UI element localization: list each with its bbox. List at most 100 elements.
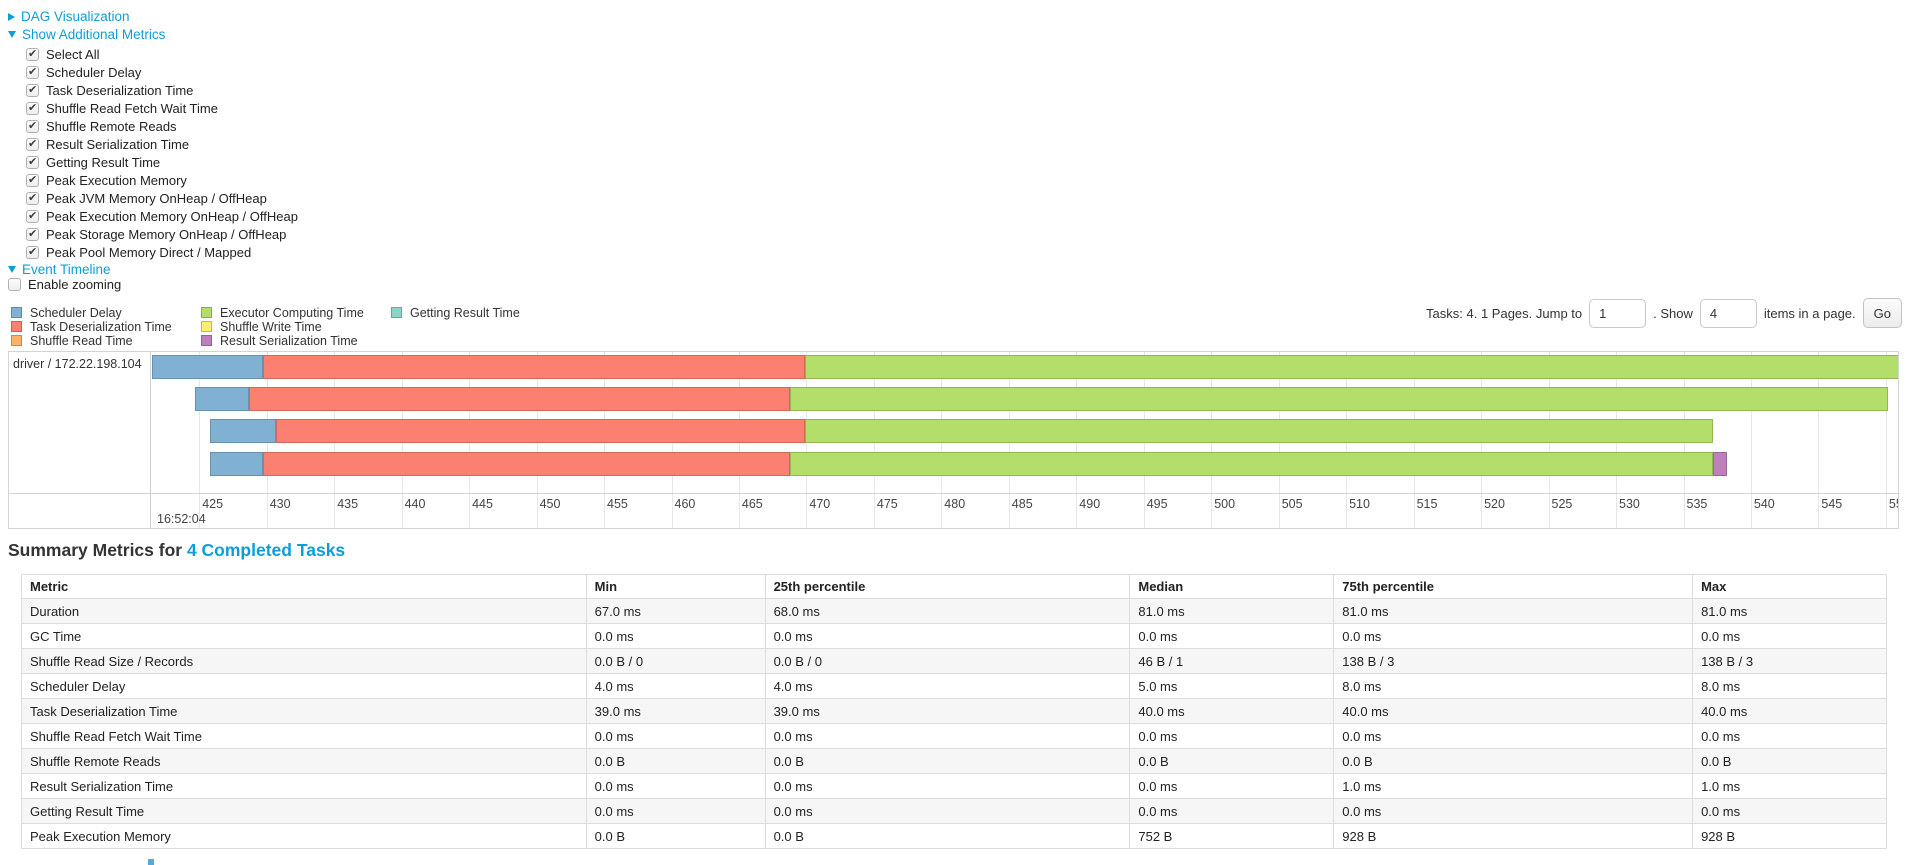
metric-checkbox-label: Peak Execution Memory OnHeap / OffHeap — [46, 208, 298, 224]
metric-checkbox-item[interactable]: Select All — [26, 45, 298, 63]
metric-checkbox-item[interactable]: Peak JVM Memory OnHeap / OffHeap — [26, 189, 298, 207]
task-bar-segment[interactable] — [210, 419, 277, 443]
axis-tick-label: 550 — [1888, 497, 1898, 511]
metric-checkbox-item[interactable]: Peak Execution Memory OnHeap / OffHeap — [26, 207, 298, 225]
metric-checkbox-item[interactable]: Peak Pool Memory Direct / Mapped — [26, 243, 298, 261]
metric-checkbox-label: Peak JVM Memory OnHeap / OffHeap — [46, 190, 267, 206]
table-row: Shuffle Remote Reads 0.0 B 0.0 B 0.0 B 0.0 B… — [21, 748, 1887, 774]
metric-checkbox[interactable] — [26, 209, 39, 223]
metric-checkbox[interactable] — [26, 227, 39, 241]
legend-item: Executor Computing Time — [201, 306, 391, 320]
table-cell: Result Serialization Time — [21, 773, 587, 799]
metric-checkbox[interactable] — [26, 47, 39, 61]
task-bar-segment[interactable] — [262, 452, 791, 476]
page-size-input[interactable] — [1699, 298, 1757, 328]
metric-checkbox[interactable] — [26, 173, 39, 187]
metric-checkbox[interactable] — [26, 155, 39, 169]
table-cell: 0.0 ms — [764, 773, 1131, 799]
show-additional-metrics-toggle[interactable]: Show Additional Metrics — [8, 27, 165, 42]
metric-checkbox[interactable] — [26, 65, 39, 79]
table-cell: 68.0 ms — [764, 598, 1131, 624]
task-bar-segment[interactable] — [805, 419, 1714, 443]
event-timeline-toggle[interactable]: Event Timeline — [8, 262, 111, 277]
task-bar-segment[interactable] — [790, 452, 1714, 476]
axis-tick-label: 520 — [1484, 497, 1505, 511]
task-bar-segment[interactable] — [790, 387, 1889, 411]
event-timeline-link[interactable]: Event Timeline — [22, 262, 111, 277]
metric-checkbox-label: Scheduler Delay — [46, 64, 142, 80]
enable-zooming-option[interactable]: Enable zooming — [8, 277, 121, 292]
legend-item: Getting Result Time — [391, 306, 520, 320]
go-button[interactable]: Go — [1862, 298, 1902, 328]
table-header-row: Metric Min 25th percentile Median 75th perce… — [21, 574, 1887, 599]
table-cell: 81.0 ms — [1692, 598, 1887, 624]
legend-label: Task Deserialization Time — [30, 319, 172, 334]
task-bar-segment[interactable] — [152, 355, 263, 379]
table-cell: Duration — [21, 598, 587, 624]
axis-tick-label: 505 — [1281, 497, 1303, 511]
metric-checkbox-label: Task Deserialization Time — [46, 82, 194, 98]
legend-swatch-icon — [11, 334, 22, 346]
completed-tasks-link[interactable]: 4 Completed Tasks — [186, 540, 346, 560]
metric-checkbox-label: Peak Pool Memory Direct / Mapped — [46, 244, 252, 260]
table-body: Duration 67.0 ms 68.0 ms 81.0 ms 81.0 ms 81.0… — [21, 598, 1887, 849]
legend-label: Shuffle Write Time — [220, 319, 322, 334]
table-cell: 0.0 ms — [1129, 773, 1335, 799]
metric-checkbox-item[interactable]: Task Deserialization Time — [26, 81, 298, 99]
axis-tick-label: 455 — [607, 497, 628, 511]
metric-checkbox[interactable] — [26, 119, 39, 133]
pagination-controls: Tasks: 4. 1 Pages. Jump to . Show items … — [1426, 297, 1902, 329]
axis-tick-label: 525 — [1551, 497, 1573, 511]
table-header-cell: Metric — [21, 574, 587, 599]
metric-checkbox-item[interactable]: Result Serialization Time — [26, 135, 298, 153]
task-bar-segment[interactable] — [210, 452, 263, 476]
metric-checkbox-label: Shuffle Remote Reads — [46, 118, 177, 134]
legend-label: Getting Result Time — [410, 305, 520, 320]
table-row: Scheduler Delay 4.0 ms 4.0 ms 5.0 ms 8.0 ms 8… — [21, 673, 1887, 699]
show-additional-metrics-link[interactable]: Show Additional Metrics — [22, 27, 166, 42]
table-cell: 40.0 ms — [1333, 698, 1694, 724]
axis-tick-label: 515 — [1416, 497, 1438, 511]
show-text: . Show — [1653, 305, 1693, 321]
task-bar-segment[interactable] — [805, 355, 1898, 379]
metric-checkbox-item[interactable]: Peak Storage Memory OnHeap / OffHeap — [26, 225, 298, 243]
metric-checkbox-item[interactable]: Scheduler Delay — [26, 63, 298, 81]
task-bar-segment[interactable] — [249, 387, 791, 411]
dag-visualization-link[interactable]: DAG Visualization — [21, 9, 130, 24]
metric-checkbox-item[interactable]: Shuffle Read Fetch Wait Time — [26, 99, 298, 117]
table-cell: 67.0 ms — [585, 598, 766, 624]
table-cell: Shuffle Read Size / Records — [21, 648, 587, 674]
table-row: Duration 67.0 ms 68.0 ms 81.0 ms 81.0 ms 81.0… — [21, 598, 1887, 624]
executor-group-label: driver / 172.22.198.104 — [13, 357, 142, 371]
metric-checkbox[interactable] — [26, 191, 39, 205]
event-timeline-chart: driver / 172.22.198.104 425 430 435 440 445 4… — [8, 351, 1899, 529]
metric-checkbox[interactable] — [26, 137, 39, 151]
task-bar-segment[interactable] — [1713, 452, 1727, 476]
table-header-cell: Median — [1129, 574, 1335, 599]
legend-label: Scheduler Delay — [30, 305, 122, 320]
timeline-plot: 425 430 435 440 445 450 455 460 465 470 475 480 485 4… — [152, 352, 1898, 528]
table-cell: 0.0 ms — [1692, 623, 1887, 649]
table-cell: 81.0 ms — [1129, 598, 1335, 624]
table-cell: 928 B — [1692, 823, 1887, 849]
table-cell: 0.0 ms — [1333, 723, 1694, 749]
task-bar-segment[interactable] — [276, 419, 805, 443]
enable-zooming-checkbox[interactable] — [8, 278, 21, 291]
task-bar-segment[interactable] — [262, 355, 805, 379]
metric-checkbox-item[interactable]: Getting Result Time — [26, 153, 298, 171]
jump-to-page-input[interactable] — [1589, 298, 1647, 328]
metric-checkbox[interactable] — [26, 101, 39, 115]
table-cell: 0.0 B — [1129, 748, 1335, 774]
metric-checkbox-item[interactable]: Shuffle Remote Reads — [26, 117, 298, 135]
table-cell: 0.0 B — [1333, 748, 1694, 774]
metric-checkbox-label: Select All — [46, 46, 100, 62]
legend-item: Shuffle Write Time — [201, 320, 391, 334]
metric-checkbox[interactable] — [26, 245, 39, 259]
table-header-cell: 25th percentile — [764, 574, 1131, 599]
dag-visualization-toggle[interactable]: DAG Visualization — [8, 9, 130, 24]
metric-checkbox[interactable] — [26, 83, 39, 97]
metric-checkbox-item[interactable]: Peak Execution Memory — [26, 171, 298, 189]
task-bar-segment[interactable] — [195, 387, 250, 411]
table-cell: 0.0 ms — [1333, 798, 1694, 824]
axis-tick-label: 475 — [876, 497, 898, 511]
